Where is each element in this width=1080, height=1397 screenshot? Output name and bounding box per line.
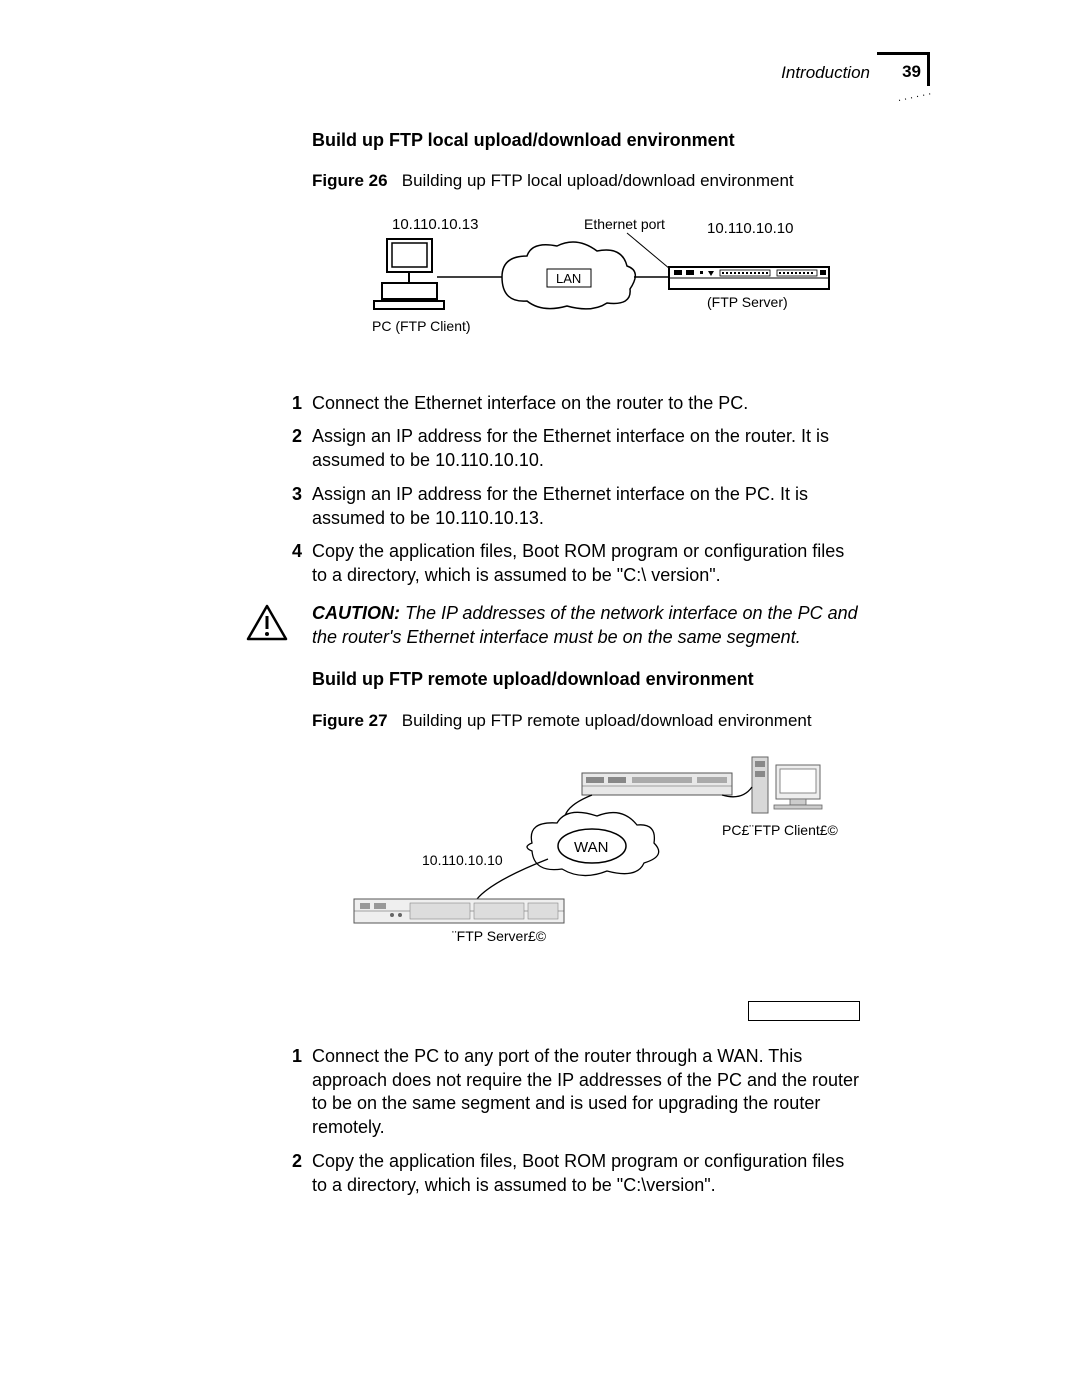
section2-title: Build up FTP remote upload/download envi… (312, 667, 860, 691)
fig26-router-ip: 10.110.10.10 (707, 220, 793, 237)
content-column: Build up FTP local upload/download envir… (312, 128, 860, 1211)
fig27-pc (752, 757, 822, 813)
fig26-pc-ip: 10.110.10.13 (392, 216, 478, 233)
sec1-step-1: Connect the Ethernet interface on the ro… (312, 392, 860, 416)
page-number: 39 (877, 52, 930, 86)
sec2-step-1: Connect the PC to any port of the router… (312, 1045, 860, 1140)
fig26-eth-port: Ethernet port (584, 216, 665, 232)
fig26-ftp-server: (FTP Server) (707, 294, 788, 310)
caution-label: CAUTION: (312, 603, 400, 623)
section2-steps: Connect the PC to any port of the router… (312, 1045, 860, 1198)
caution-icon (246, 604, 288, 649)
figure26-label: Figure 26 (312, 171, 388, 190)
caution-block: CAUTION: The IP addresses of the network… (312, 602, 860, 650)
sec1-step-4: Copy the application files, Boot ROM pro… (312, 540, 860, 588)
figure27-diagram: PC£¨FTP Client£© WAN 10.110.10.10 (322, 751, 860, 977)
figure26-text: Building up FTP local upload/download en… (402, 171, 794, 190)
fig26-lan: LAN (556, 271, 581, 286)
fig27-ftp-server: ¨FTP Server£© (452, 928, 547, 944)
fig26-pc-caption: PC (FTP Client) (372, 318, 471, 334)
page: Introduction 39 ······ Build up FTP loca… (0, 0, 1080, 1397)
fig27-pc-caption: PC£¨FTP Client£© (722, 822, 839, 838)
header-dots: ······ (896, 86, 935, 108)
sec2-step-2: Copy the application files, Boot ROM pro… (312, 1150, 860, 1198)
running-header: Introduction (781, 62, 870, 85)
sec1-step-2: Assign an IP address for the Ethernet in… (312, 425, 860, 473)
section1-title: Build up FTP local upload/download envir… (312, 128, 860, 152)
fig27-top-router (582, 773, 732, 795)
placeholder-box (748, 1001, 860, 1021)
fig27-server-ip: 10.110.10.10 (422, 852, 503, 868)
figure27-label: Figure 27 (312, 711, 388, 730)
figure27-caption: Figure 27 Building up FTP remote upload/… (312, 710, 860, 733)
figure26-caption: Figure 26 Building up FTP local upload/d… (312, 170, 860, 193)
figure26-diagram: 10.110.10.13 PC (FTP Client) LAN Etherne… (352, 211, 860, 367)
fig27-wan: WAN (574, 839, 608, 856)
fig27-bottom-router (354, 899, 564, 923)
section1-steps: Connect the Ethernet interface on the ro… (312, 392, 860, 588)
sec1-step-3: Assign an IP address for the Ethernet in… (312, 483, 860, 531)
figure27-text: Building up FTP remote upload/download e… (402, 711, 812, 730)
